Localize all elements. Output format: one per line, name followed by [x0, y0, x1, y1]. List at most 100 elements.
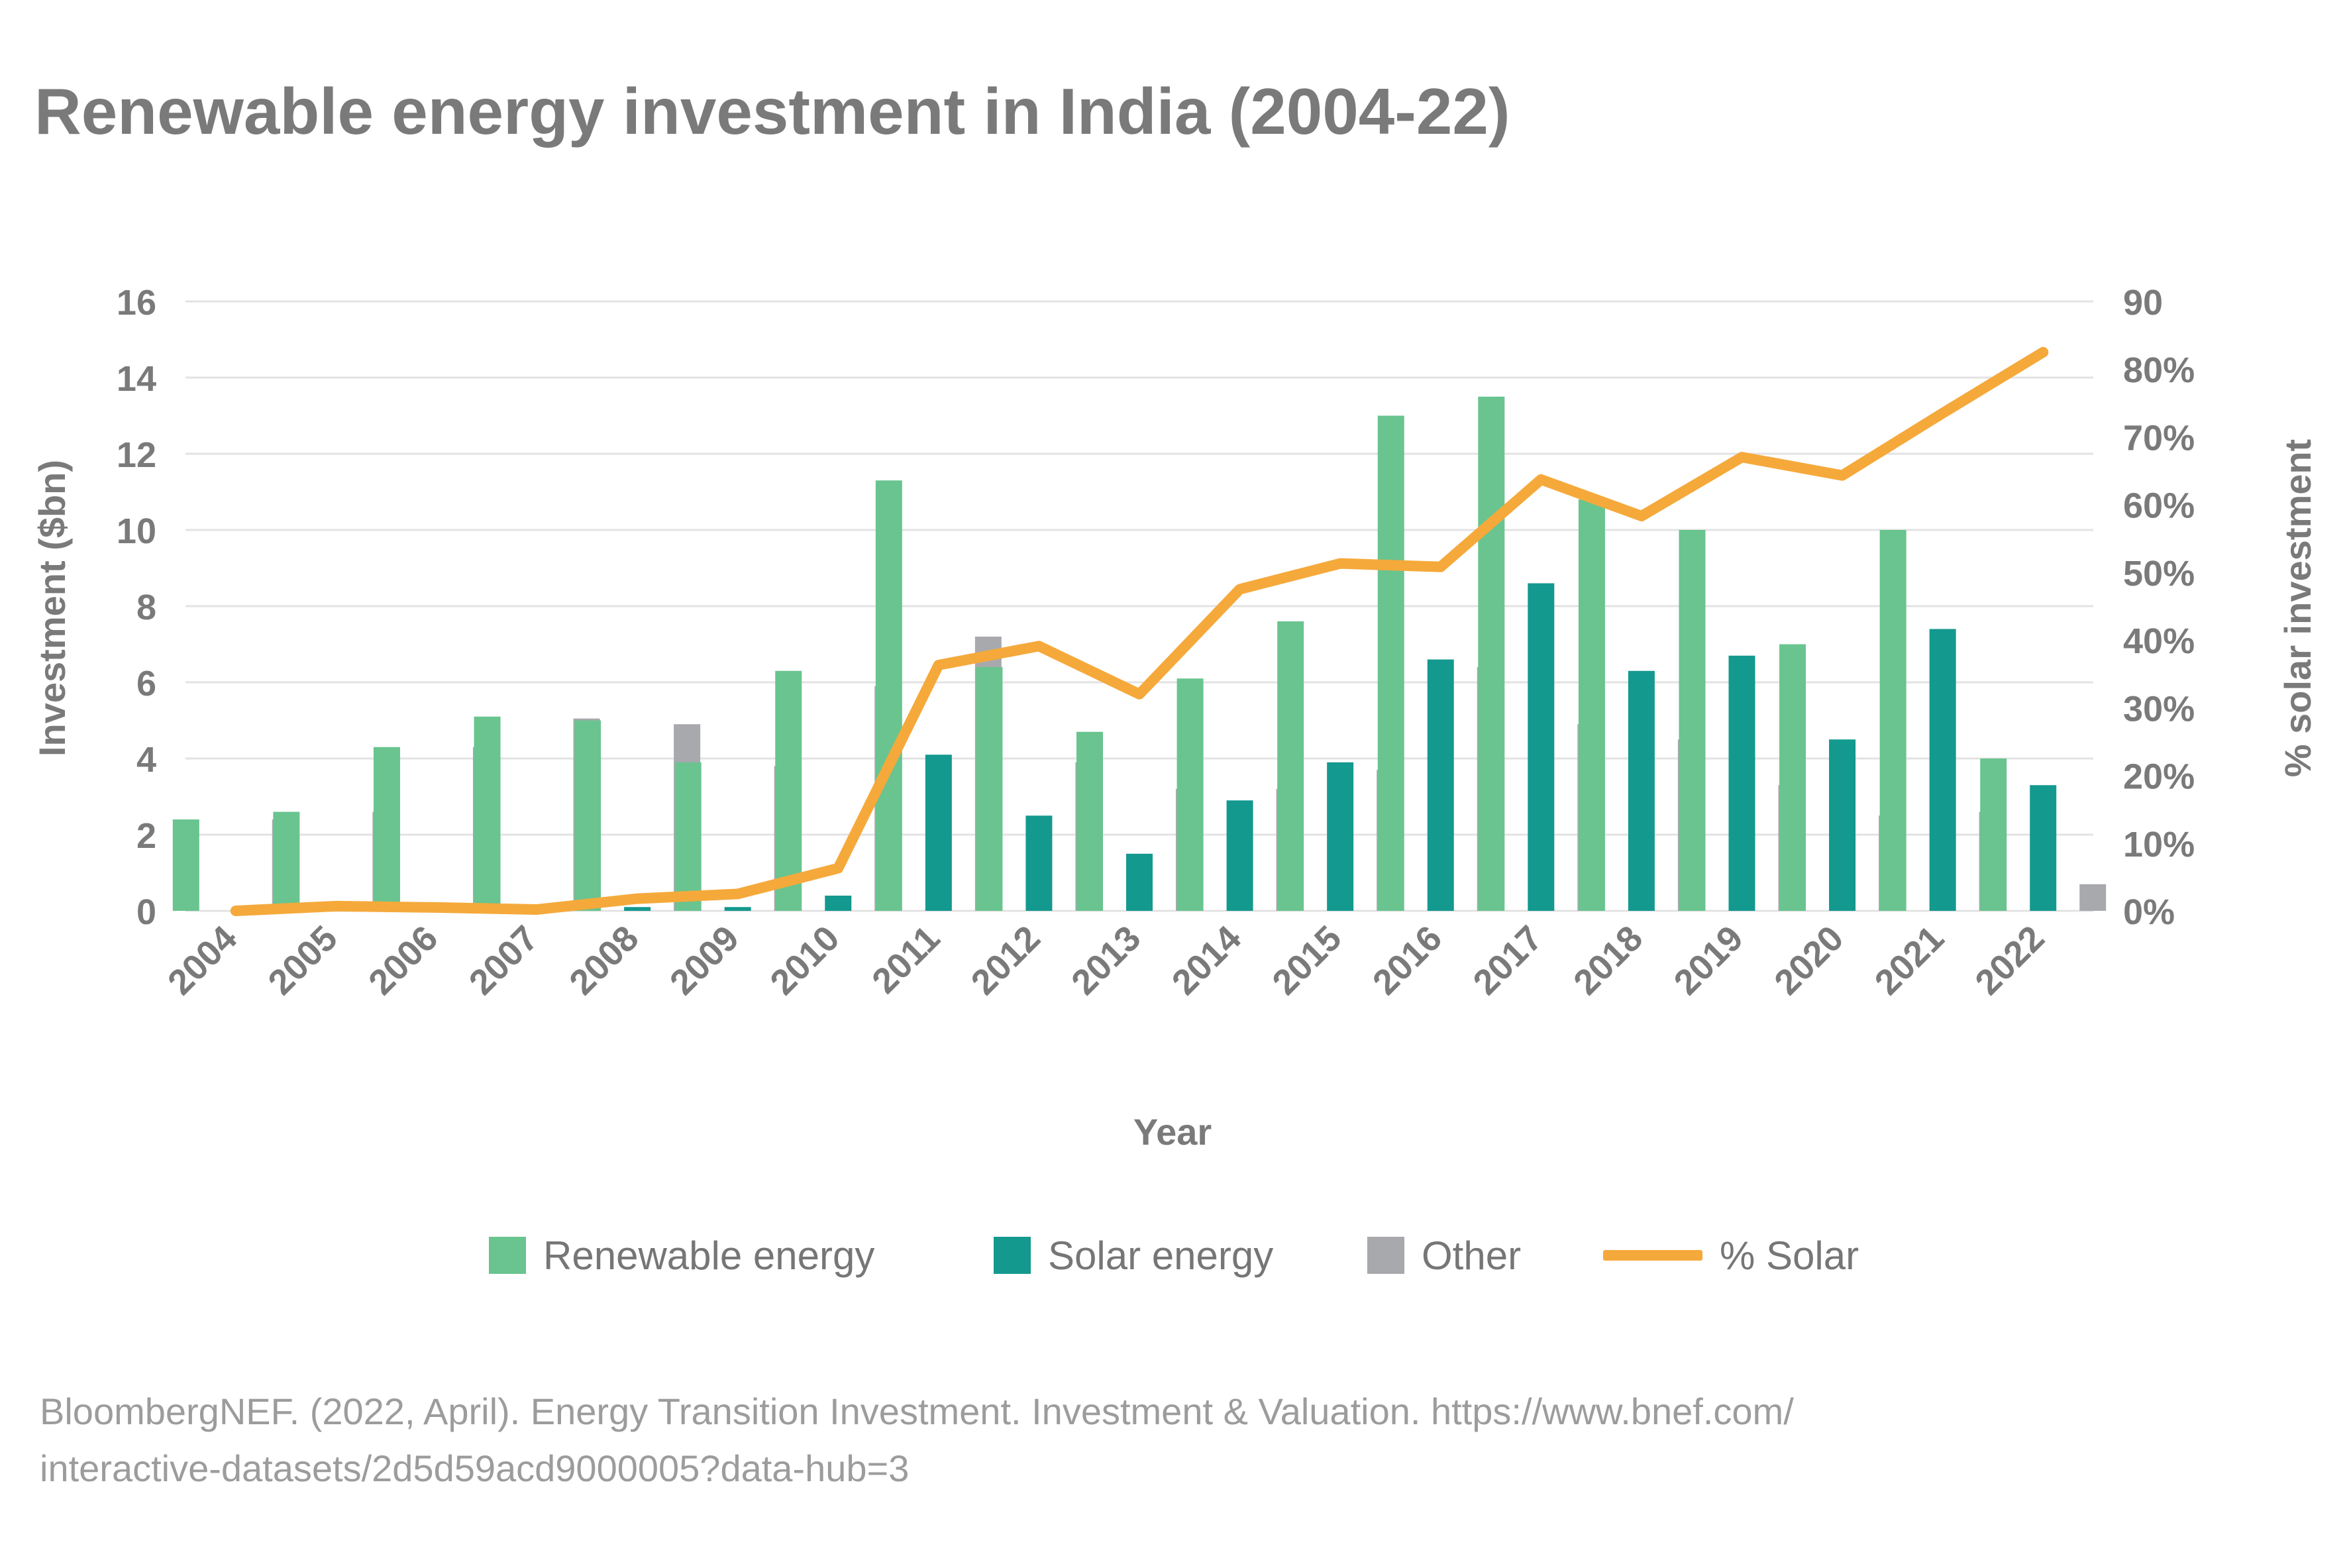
bar-renewable	[1176, 678, 1204, 911]
y2-tick-label: 30%	[2123, 689, 2195, 729]
legend-item-pct-solar: % Solar	[1603, 1226, 1859, 1285]
pct-solar-point	[2042, 351, 2044, 353]
y2-tick-label: 20%	[2123, 757, 2195, 797]
source-line-2: interactive-datasets/2d5d59acd9000005?da…	[40, 1447, 910, 1489]
bar-renewable	[976, 667, 1003, 911]
pct-solar-point	[335, 905, 337, 907]
pct-solar-point	[637, 898, 639, 900]
pct-solar-line	[230, 346, 2049, 916]
x-tick-label: 2019	[1667, 918, 1751, 1002]
bar-solar	[825, 896, 852, 911]
pct-solar-point	[1339, 562, 1341, 564]
bar-solar	[624, 907, 651, 911]
y2-tick-label: 0%	[2123, 892, 2175, 932]
chart-title: Renewable energy investment in India (20…	[34, 75, 1510, 148]
pct-solar-point	[1741, 456, 1743, 458]
bar-solar	[1025, 815, 1053, 911]
bar-other	[2079, 884, 2107, 911]
y2-tick-label: 10%	[2123, 825, 2195, 864]
legend-label-other: Other	[1422, 1233, 1522, 1278]
x-tick-label: 2009	[662, 918, 747, 1002]
bar-renewable	[1277, 621, 1304, 911]
pct-solar-point	[1640, 515, 1642, 517]
x-axis-title: Year	[1133, 1111, 1212, 1153]
bar-renewable	[775, 670, 802, 911]
pct-solar-point	[1439, 566, 1441, 568]
x-tick-label: 2005	[260, 918, 344, 1002]
source-line-1: BloombergNEF. (2022, April). Energy Tran…	[40, 1390, 1794, 1432]
y-tick-label: 16	[117, 283, 156, 323]
legend-label-solar: Solar energy	[1048, 1233, 1274, 1278]
pct-solar-point	[1540, 478, 1542, 480]
gridlines	[185, 300, 2093, 912]
bar-solar	[1226, 800, 1253, 911]
bar-renewable	[674, 762, 702, 911]
source-citation: BloombergNEF. (2022, April). Energy Tran…	[40, 1383, 1794, 1497]
y-tick-label: 6	[136, 664, 156, 704]
y2-axis-title: % solar investment	[2277, 439, 2319, 777]
bars	[172, 396, 2107, 911]
bar-solar	[1929, 629, 1956, 911]
legend-swatch-solar	[994, 1237, 1031, 1274]
bar-renewable	[273, 811, 300, 911]
y-tick-label: 12	[117, 435, 156, 475]
pct-solar-point	[235, 910, 236, 912]
y2-tick-label: 90	[2123, 283, 2163, 323]
legend-swatch-other	[1367, 1237, 1404, 1274]
x-tick-label: 2012	[964, 918, 1048, 1002]
y-tick-label: 8	[136, 588, 156, 627]
bar-renewable	[1980, 758, 2007, 911]
bar-solar	[724, 907, 751, 911]
x-tick-label: 2022	[1967, 918, 2052, 1002]
bar-renewable	[474, 716, 501, 911]
bar-solar	[1829, 739, 1856, 911]
bar-solar	[1728, 655, 1755, 911]
pct-solar-point	[536, 908, 538, 910]
bar-renewable	[172, 819, 199, 911]
legend-line-pct-solar	[1603, 1250, 1702, 1261]
y-tick-label: 10	[117, 511, 156, 551]
x-tick-label: 2006	[361, 918, 445, 1002]
bar-solar	[1427, 659, 1454, 911]
pct-solar-point	[737, 893, 739, 895]
bar-solar	[1327, 762, 1354, 911]
x-tick-label: 2016	[1365, 918, 1449, 1002]
y2-tick-label: 80%	[2123, 350, 2195, 390]
legend-item-renewable: Renewable energy	[489, 1226, 874, 1285]
bar-renewable	[1478, 396, 1505, 911]
pct-solar-point	[937, 664, 939, 666]
x-tick-label: 2014	[1165, 918, 1249, 1002]
x-tick-label: 2017	[1465, 918, 1549, 1002]
legend-label-pct-solar: % Solar	[1720, 1233, 1859, 1278]
bar-solar	[1628, 670, 1655, 911]
y2-tick-label: 70%	[2123, 418, 2195, 458]
bar-renewable	[574, 720, 601, 911]
pct-solar-point	[1139, 693, 1140, 695]
pct-solar-point	[1842, 474, 1844, 476]
y-tick-label: 14	[117, 359, 156, 399]
x-tick-label: 2018	[1566, 918, 1650, 1002]
bar-renewable	[373, 747, 400, 911]
bar-renewable	[1578, 499, 1605, 911]
pct-solar-point	[1942, 412, 1944, 414]
bar-solar	[2030, 785, 2057, 911]
bar-solar	[1528, 583, 1555, 911]
x-tick-label: 2013	[1064, 918, 1148, 1002]
bar-solar	[1126, 853, 1153, 911]
chart-canvas: 0 2 4 6 8 10 12 14 16 0% 10% 20% 30% 40% 50% 60% 70% 80% 9…	[31, 283, 2319, 1153]
bar-renewable	[875, 480, 902, 911]
pct-solar-point	[837, 867, 839, 869]
legend-item-solar: Solar energy	[994, 1226, 1273, 1285]
x-tick-label: 2021	[1867, 918, 1952, 1002]
bar-renewable	[1779, 644, 1806, 911]
y2-tick-label: 40%	[2123, 621, 2195, 661]
y2-tick-label: 50%	[2123, 554, 2195, 594]
legend-swatch-renewable	[489, 1237, 526, 1274]
x-tick-label: 2008	[562, 918, 646, 1002]
legend-label-renewable: Renewable energy	[543, 1233, 875, 1278]
y-tick-label: 4	[136, 740, 156, 780]
x-tick-label: 2007	[462, 918, 546, 1002]
pct-solar-line-layer	[230, 346, 2049, 916]
x-tick-label: 2004	[160, 918, 244, 1002]
bar-renewable	[1679, 530, 1706, 911]
